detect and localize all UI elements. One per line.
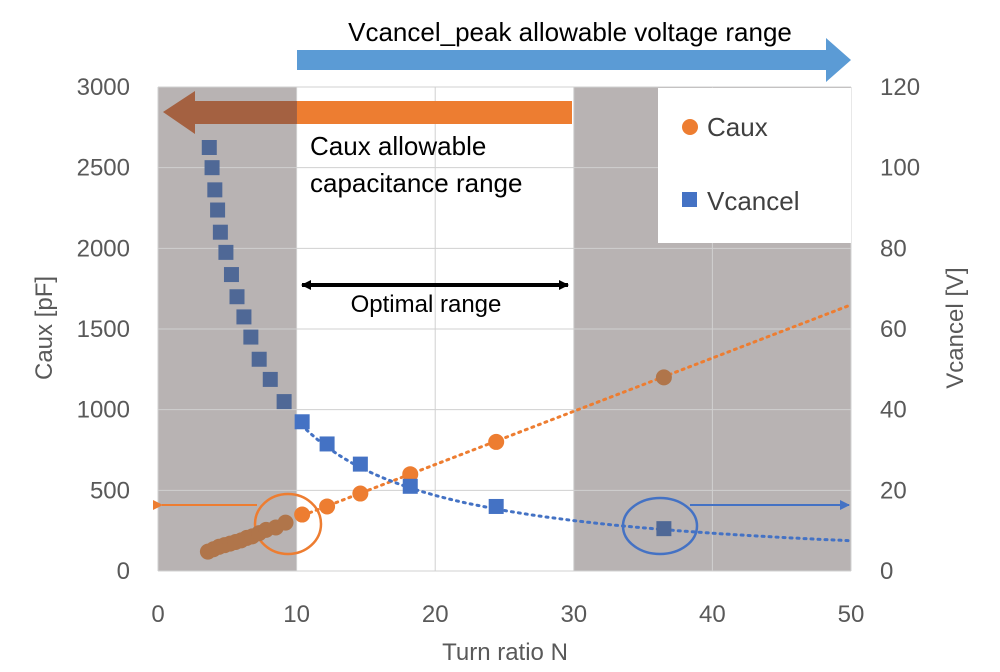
legend-box	[658, 88, 851, 243]
y-right-tick-label: 60	[880, 316, 907, 343]
vcancel-point	[223, 267, 239, 283]
vcancel-point	[236, 309, 252, 325]
caux-point	[488, 433, 505, 450]
x-tick-label: 50	[838, 601, 865, 628]
vcancel-point	[402, 478, 418, 494]
voltage-range-arrow	[297, 38, 851, 82]
x-axis-label: Turn ratio N	[442, 639, 568, 666]
vcancel-point	[352, 456, 368, 472]
vcancel-point	[229, 289, 245, 305]
caux-range-label-line2: capacitance range	[310, 168, 522, 198]
vcancel-point	[488, 498, 504, 514]
vcancel-point	[656, 521, 672, 537]
vcancel-point	[262, 371, 278, 387]
y-axis-left-label: Caux [pF]	[31, 276, 58, 380]
legend: Caux Vcancel	[658, 88, 851, 243]
caux-trendline	[295, 303, 853, 520]
y-left-tick-label: 500	[90, 477, 130, 504]
y-right-tick-label: 120	[880, 74, 920, 101]
caux-point	[402, 466, 419, 483]
caux-point	[277, 514, 294, 531]
vcancel-point	[204, 160, 220, 176]
legend-caux-label: Caux	[707, 112, 768, 142]
legend-vcancel-marker	[682, 192, 697, 207]
x-tick-label: 20	[422, 601, 449, 628]
caux-point	[655, 369, 672, 386]
y-right-tick-label: 100	[880, 155, 920, 182]
y-left-tick-label: 1500	[77, 316, 130, 343]
x-tick-label: 30	[560, 601, 587, 628]
vcancel-trendline	[295, 418, 853, 543]
caux-point	[352, 485, 369, 502]
y-left-tick-label: 2500	[77, 155, 130, 182]
vcancel-point	[210, 202, 226, 218]
y-right-tick-label: 20	[880, 477, 907, 504]
y-left-tick-label: 3000	[77, 74, 130, 101]
vcancel-point	[212, 224, 228, 240]
vcancel-point	[201, 140, 217, 155]
legend-vcancel-label: Vcancel	[707, 186, 800, 216]
vcancel-point	[251, 351, 267, 367]
y-right-tick-label: 80	[880, 235, 907, 262]
vcancel-point	[218, 244, 234, 260]
y-left-tick-label: 2000	[77, 235, 130, 262]
x-tick-label: 0	[151, 601, 164, 628]
caux-range-label-line1: Caux allowable	[310, 131, 486, 161]
vcancel-point	[319, 436, 335, 452]
y-left-tick-label: 1000	[77, 397, 130, 424]
x-tick-label: 10	[283, 601, 310, 628]
optimal-range-label: Optimal range	[351, 291, 502, 318]
legend-caux-marker	[682, 119, 698, 135]
caux-point	[294, 506, 311, 523]
vcancel-point	[207, 182, 223, 198]
y-axis-right-label: Vcancel [V]	[942, 267, 969, 388]
y-right-tick-label: 40	[880, 397, 907, 424]
vcancel-highlight-ellipse	[621, 496, 699, 556]
caux-point	[319, 498, 336, 515]
vcancel-point	[276, 394, 292, 410]
voltage-range-label: Vcancel_peak allowable voltage range	[348, 17, 792, 47]
caux-range-bar	[297, 101, 572, 124]
vcancel-point	[294, 414, 310, 430]
caux-highlight-ellipse	[253, 492, 323, 556]
caux-range-bar-arrowhead	[163, 91, 297, 134]
vcancel-point	[243, 329, 259, 345]
y-left-tick-label: 0	[117, 558, 130, 585]
y-right-tick-label: 0	[880, 558, 893, 585]
x-tick-label: 40	[699, 601, 726, 628]
